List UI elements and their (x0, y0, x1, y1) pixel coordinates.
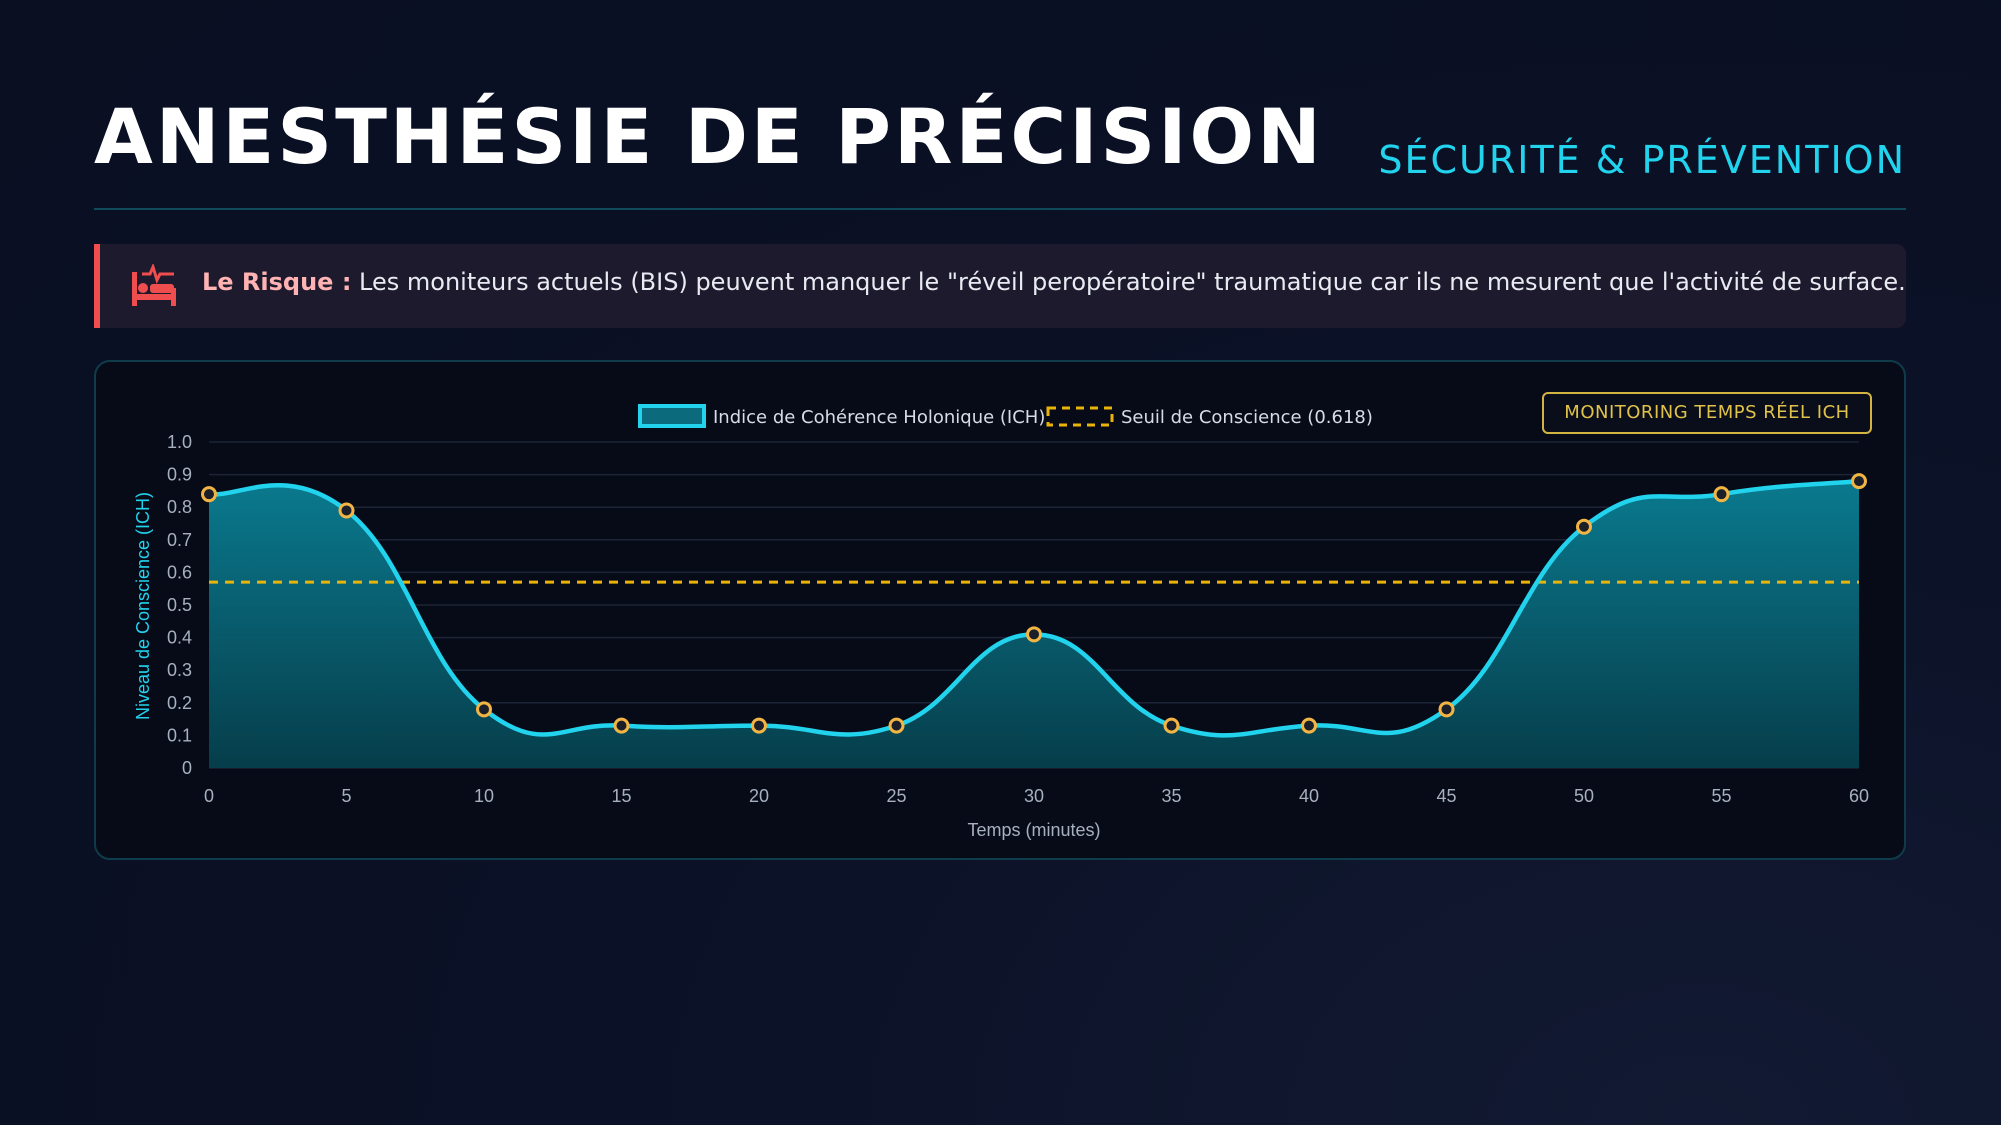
x-tick-labels: 0 5 10 15 20 25 30 35 40 45 50 55 60 (204, 786, 1869, 806)
data-point-0 (201, 486, 217, 503)
y-tick-5: 0.5 (167, 595, 192, 615)
x-tick-9: 45 (1436, 786, 1456, 806)
header-divider (94, 208, 1906, 210)
y-tick-labels: 0 0.1 0.2 0.3 0.4 0.5 0.6 0.7 0.8 0.9 1.0 (167, 432, 192, 778)
data-point-5 (888, 717, 905, 734)
y-tick-4: 0.4 (167, 628, 192, 648)
y-tick-10: 1.0 (167, 432, 192, 452)
x-tick-3: 15 (611, 786, 631, 806)
data-point-2 (476, 701, 492, 718)
y-tick-6: 0.6 (167, 562, 192, 582)
legend-swatch-threshold (1046, 406, 1114, 427)
ich-area (209, 481, 1859, 768)
monitoring-badge: MONITORING TEMPS RÉEL ICH (1542, 392, 1872, 434)
data-point-7 (1163, 717, 1180, 734)
y-tick-8: 0.8 (167, 497, 192, 517)
x-tick-4: 20 (749, 786, 769, 806)
x-tick-12: 60 (1849, 786, 1869, 806)
x-tick-7: 35 (1161, 786, 1181, 806)
page-subtitle: SÉCURITÉ & PRÉVENTION (1378, 138, 1906, 182)
x-tick-8: 40 (1299, 786, 1319, 806)
page-title: ANESTHÉSIE DE PRÉCISION (94, 92, 1324, 181)
x-tick-2: 10 (474, 786, 494, 806)
data-point-9 (1438, 701, 1455, 718)
y-tick-2: 0.2 (167, 693, 192, 713)
y-tick-1: 0.1 (167, 725, 192, 745)
x-tick-0: 0 (204, 786, 214, 806)
hospital-bed-pulse-icon (132, 264, 176, 306)
data-point-6 (1026, 626, 1042, 643)
risk-lead: Le Risque : (202, 268, 352, 296)
x-tick-1: 5 (341, 786, 351, 806)
risk-callout: Le Risque : Les moniteurs actuels (BIS) … (94, 244, 1906, 328)
y-tick-3: 0.3 (167, 660, 192, 680)
legend: Indice de Cohérence Holonique (ICH) Seui… (638, 404, 1373, 428)
x-tick-5: 25 (886, 786, 906, 806)
x-tick-6: 30 (1024, 786, 1044, 806)
data-point-8 (1301, 717, 1317, 734)
data-point-3 (613, 717, 630, 734)
y-tick-9: 0.9 (167, 465, 192, 485)
data-point-1 (338, 502, 355, 519)
ich-points (201, 473, 1867, 734)
x-tick-10: 50 (1574, 786, 1594, 806)
header: ANESTHÉSIE DE PRÉCISION SÉCURITÉ & PRÉVE… (94, 92, 1906, 212)
y-axis-title: Niveau de Conscience (ICH) (133, 492, 153, 720)
legend-swatch-ich (638, 404, 706, 428)
data-point-4 (751, 717, 767, 734)
risk-body: Les moniteurs actuels (BIS) peuvent manq… (351, 268, 1906, 296)
risk-text: Le Risque : Les moniteurs actuels (BIS) … (202, 268, 1906, 296)
legend-label-ich: Indice de Cohérence Holonique (ICH) (713, 407, 1045, 428)
data-point-10 (1576, 518, 1592, 535)
x-tick-11: 55 (1711, 786, 1731, 806)
data-point-11 (1713, 486, 1730, 503)
data-point-12 (1851, 473, 1867, 490)
x-axis-title: Temps (minutes) (967, 820, 1100, 840)
legend-label-threshold: Seuil de Conscience (0.618) (1121, 407, 1373, 428)
y-tick-7: 0.7 (167, 530, 192, 550)
y-tick-0: 0 (182, 758, 192, 778)
